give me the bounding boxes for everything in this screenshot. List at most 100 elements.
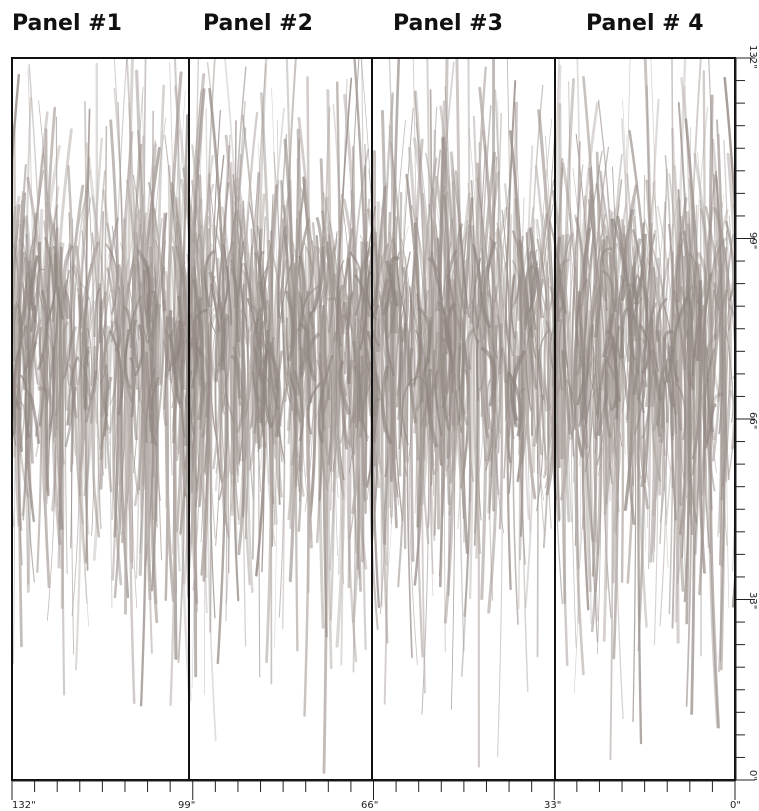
grass-blade — [535, 118, 553, 501]
grass-blade — [431, 209, 435, 427]
grass-leaf — [622, 233, 636, 320]
grass-leaf — [240, 262, 248, 322]
grass-leaf — [500, 347, 512, 438]
grass-blade — [340, 194, 357, 474]
grass-blade — [315, 235, 324, 502]
grass-blade — [495, 231, 504, 403]
grass-blade — [169, 303, 175, 476]
grass-leaf — [535, 267, 545, 319]
grass-leaf — [110, 286, 121, 343]
grass-leaf — [124, 295, 142, 390]
grass-leaf — [70, 266, 83, 329]
grass-leaf — [364, 241, 370, 318]
grass-leaf — [132, 318, 139, 369]
grass-leaf — [518, 240, 528, 326]
grass-leaf — [703, 332, 719, 383]
grass-leaf — [239, 252, 248, 345]
grass-leaf — [62, 244, 74, 320]
grass-blade — [123, 218, 128, 615]
grass-leaf — [455, 390, 463, 434]
grass-leaf — [311, 216, 324, 313]
grass-leaf — [101, 324, 111, 390]
grass-blade — [91, 137, 103, 425]
grass-leaf — [62, 288, 73, 380]
grass-blade — [12, 244, 22, 408]
grass-leaf — [575, 302, 585, 368]
grass-blade — [607, 329, 614, 761]
ruler-label: 66" — [361, 800, 378, 811]
grass-leaf — [440, 352, 451, 432]
grass-leaf — [555, 236, 561, 323]
grass-blade — [126, 58, 134, 564]
grass-leaf — [251, 371, 257, 435]
grass-leaf — [724, 220, 735, 302]
grass-leaf — [309, 310, 314, 373]
grass-leaf — [365, 271, 377, 321]
grass-leaf — [372, 398, 382, 444]
grass-leaf — [497, 226, 505, 308]
grass-leaf — [690, 252, 696, 322]
grass-leaf — [73, 264, 83, 322]
grass-leaf — [518, 387, 527, 440]
grass-leaf — [388, 256, 400, 307]
grass-leaf — [381, 260, 393, 317]
grass-leaf — [82, 349, 91, 412]
grass-leaf — [37, 386, 54, 441]
grass-leaf — [149, 303, 159, 392]
grass-blade — [517, 202, 521, 610]
grass-blade — [151, 110, 154, 520]
grass-leaf — [262, 374, 272, 429]
grass-leaf — [408, 347, 418, 424]
grass-leaf — [427, 379, 432, 424]
grass-leaf — [375, 232, 378, 315]
grass-leaf — [326, 296, 342, 343]
grass-blade — [24, 96, 32, 585]
grass-leaf — [705, 347, 715, 433]
grass-leaf — [85, 370, 98, 423]
grass-blade — [28, 63, 44, 457]
grass-blade — [300, 187, 319, 447]
grass-leaf — [219, 316, 231, 371]
grass-leaf — [472, 243, 483, 330]
grass-leaf — [486, 379, 493, 433]
grass-leaf — [109, 320, 118, 406]
grass-blade — [58, 246, 63, 531]
grass-leaf — [339, 351, 349, 444]
grass-leaf — [655, 297, 668, 342]
grass-leaf — [728, 266, 735, 331]
grass-leaf — [12, 244, 20, 325]
grass-leaf — [251, 304, 261, 364]
grass-leaf — [464, 327, 476, 371]
grass-leaf — [307, 332, 321, 382]
grass-blade — [64, 242, 70, 575]
grass-leaf — [43, 236, 56, 323]
grass-leaf — [462, 260, 468, 310]
grass-leaf — [327, 234, 335, 333]
grass-blade — [81, 277, 96, 627]
grass-leaf — [663, 336, 676, 437]
grass-leaf — [151, 290, 164, 386]
grass-blade — [496, 222, 515, 421]
grass-leaf — [589, 387, 603, 441]
grass-blade — [707, 240, 712, 474]
grass-leaf — [510, 259, 520, 310]
grass-leaf — [12, 268, 16, 362]
grass-leaf — [646, 222, 653, 323]
grass-leaf — [638, 323, 651, 375]
grass-leaf — [592, 346, 600, 419]
grass-leaf — [264, 400, 277, 445]
grass-leaf — [675, 382, 687, 441]
grass-blade — [662, 168, 668, 457]
grass-blade — [671, 58, 674, 401]
grass-leaf — [215, 257, 222, 332]
ruler-label: 99" — [747, 232, 758, 249]
grass-leaf — [175, 245, 187, 345]
grass-leaf — [485, 290, 494, 334]
grass-leaf — [529, 263, 538, 359]
grass-leaf — [385, 354, 392, 423]
grass-leaf — [146, 246, 157, 345]
grass-blade — [399, 107, 414, 477]
grass-leaf — [261, 343, 271, 440]
grass-leaf — [399, 350, 403, 437]
grass-leaf — [259, 313, 265, 385]
